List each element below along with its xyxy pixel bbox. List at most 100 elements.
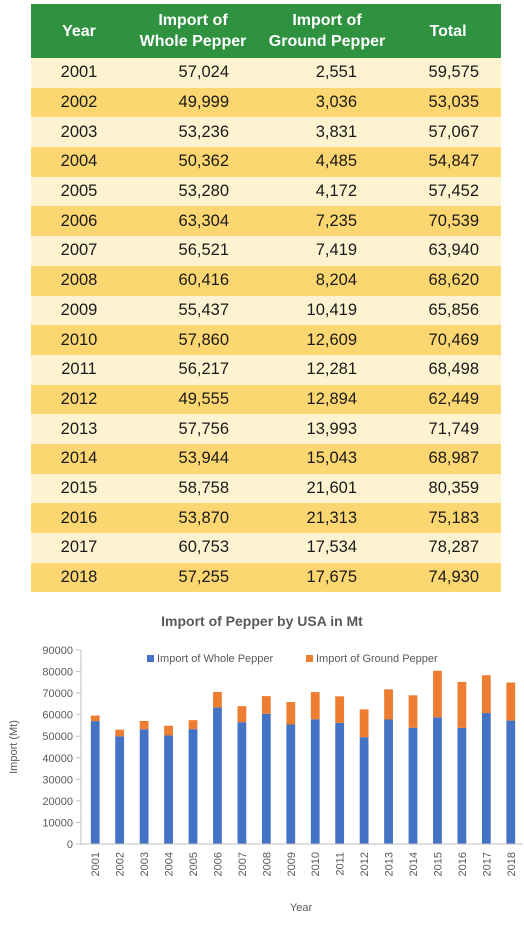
bar-ground-pepper [261,696,271,714]
cell-year: 2014 [31,443,127,474]
y-tick-label: 90000 [42,645,73,657]
bar-whole-pepper [213,707,222,844]
cell-ground-pepper: 4,485 [259,147,395,177]
pepper-import-chart: Import of Pepper by USA in Mt Import of W… [0,606,524,920]
cell-ground-pepper: 15,043 [259,443,395,474]
cell-year: 2016 [31,503,127,533]
x-tick-label: 2008 [261,852,273,876]
x-tick-label: 2015 [432,852,444,876]
table-row: 2005 53,280 4,172 57,452 [31,176,501,207]
header-ground-pepper: Import of Ground Pepper [259,4,395,58]
bar-ground-pepper [115,729,125,737]
bar-ground-pepper [457,681,467,728]
cell-year: 2002 [31,87,127,118]
x-axis-label: Year [290,902,313,914]
table-row: 2014 53,944 15,043 68,987 [31,443,501,474]
table-row: 2013 57,756 13,993 71,749 [31,414,501,444]
cell-ground-pepper: 21,601 [259,473,395,504]
bar-ground-pepper [433,670,442,718]
cell-year: 2006 [31,206,127,237]
cell-year: 2001 [31,58,127,88]
bar-ground-pepper [139,720,149,730]
bar-whole-pepper [310,719,320,844]
x-tick-label: 2006 [212,852,224,876]
legend-swatch [147,655,154,662]
cell-total: 71,749 [395,414,501,444]
bar-whole-pepper [408,727,418,844]
x-tick-label: 2012 [359,852,371,876]
cell-total: 75,183 [395,503,501,533]
bar-ground-pepper [90,715,100,722]
cell-total: 63,940 [395,236,501,266]
table-row: 2004 50,362 4,485 54,847 [31,147,501,177]
cell-whole-pepper: 53,236 [127,117,259,148]
cell-year: 2012 [31,384,127,415]
cell-ground-pepper: 12,609 [259,325,395,355]
bar-whole-pepper [139,729,149,844]
x-tick-label: 2005 [188,852,200,876]
cell-ground-pepper: 7,419 [259,236,395,266]
cell-year: 2018 [31,562,127,593]
cell-total: 57,452 [395,176,501,207]
bar-ground-pepper [310,692,320,720]
cell-total: 68,498 [395,354,501,385]
cell-whole-pepper: 56,217 [127,354,259,385]
cell-total: 57,067 [395,117,501,148]
bar-ground-pepper [164,725,173,736]
cell-total: 59,575 [395,58,501,88]
cell-total: 74,930 [395,562,501,593]
bar-ground-pepper [506,682,516,721]
cell-year: 2010 [31,325,127,355]
y-tick-label: 20000 [42,796,73,808]
cell-year: 2004 [31,147,127,177]
bar-whole-pepper [506,720,516,844]
cell-total: 70,469 [395,325,501,355]
cell-whole-pepper: 60,416 [127,265,259,296]
cell-whole-pepper: 60,753 [127,533,259,563]
x-tick-label: 2003 [139,852,151,876]
cell-whole-pepper: 58,758 [127,473,259,504]
cell-whole-pepper: 53,280 [127,176,259,207]
cell-whole-pepper: 57,756 [127,414,259,444]
cell-total: 53,035 [395,87,501,118]
y-tick-label: 60000 [42,710,73,722]
cell-whole-pepper: 56,521 [127,236,259,266]
bar-ground-pepper [188,720,198,730]
table-header-row: Year Import of Whole Pepper Import of Grou… [31,4,501,58]
y-tick-label: 50000 [42,731,73,743]
cell-ground-pepper: 10,419 [259,295,395,326]
table-row: 2011 56,217 12,281 68,498 [31,354,501,385]
y-tick-label: 10000 [42,817,73,829]
table-body: 2001 57,024 2,551 59,575 2002 49,999 3,036 53,0… [31,58,501,593]
legend-swatch [306,655,313,662]
bar-whole-pepper [237,722,247,844]
cell-whole-pepper: 57,255 [127,562,259,593]
cell-total: 80,359 [395,473,501,504]
table-row: 2009 55,437 10,419 65,856 [31,295,501,326]
cell-total: 70,539 [395,206,501,237]
bar-whole-pepper [433,717,442,844]
cell-year: 2008 [31,265,127,296]
bar-ground-pepper [213,691,222,708]
cell-ground-pepper: 7,235 [259,206,395,237]
pepper-import-table-container: Year Import of Whole Pepper Import of Grou… [31,4,501,593]
cell-ground-pepper: 12,894 [259,384,395,415]
bar-ground-pepper [481,675,491,714]
bar-whole-pepper [481,713,491,844]
cell-whole-pepper: 57,860 [127,325,259,355]
cell-ground-pepper: 2,551 [259,58,395,88]
y-tick-label: 0 [67,839,73,851]
bar-ground-pepper [359,709,369,738]
table-row: 2015 58,758 21,601 80,359 [31,473,501,504]
bar-whole-pepper [286,724,296,844]
bar-whole-pepper [384,719,393,844]
x-tick-label: 2018 [506,852,518,876]
cell-total: 78,287 [395,533,501,563]
x-tick-label: 2004 [164,852,176,876]
bar-ground-pepper [237,706,247,723]
bar-whole-pepper [188,729,198,844]
y-tick-label: 80000 [42,667,73,679]
x-tick-label: 2009 [286,852,298,876]
cell-ground-pepper: 3,036 [259,87,395,118]
chart-svg: Import of Pepper by USA in Mt Import of W… [8,613,523,914]
